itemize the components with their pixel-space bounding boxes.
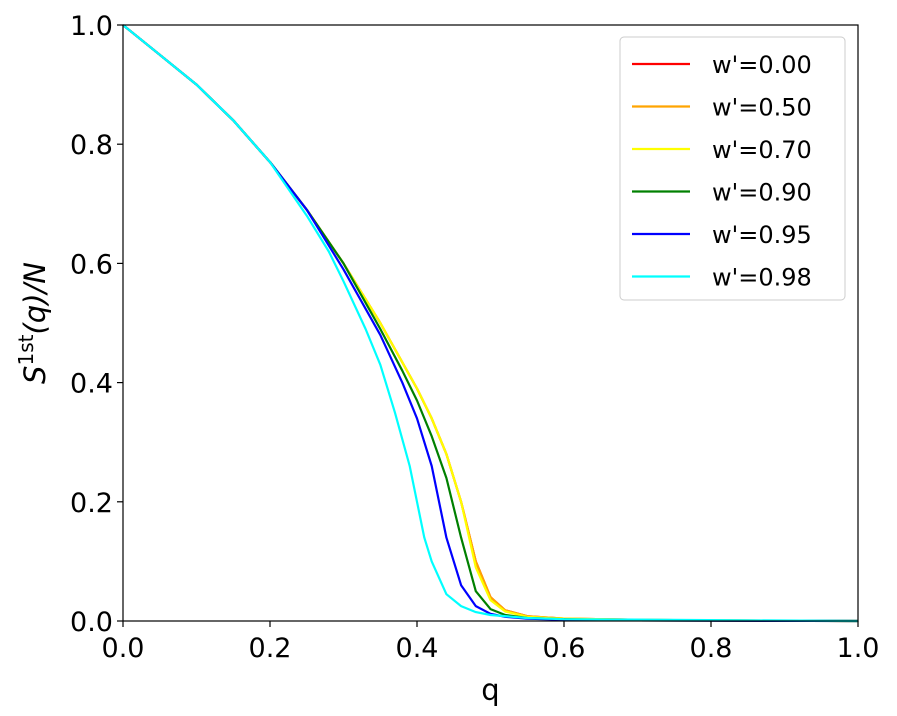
legend-label-1: w'=0.50 (712, 94, 812, 122)
y-axis-label-superscript: 1st (14, 334, 38, 365)
legend-label-3: w'=0.90 (712, 179, 812, 207)
legend-label-5: w'=0.98 (712, 264, 812, 292)
legend-label-0: w'=0.00 (712, 51, 812, 79)
legend-label-2: w'=0.70 (712, 136, 812, 164)
y-tick-label: 1.0 (70, 11, 113, 42)
y-tick-label: 0.0 (70, 607, 113, 638)
y-tick-label: 0.6 (70, 249, 113, 280)
x-tick-label: 0.0 (102, 633, 145, 664)
x-tick-label: 0.4 (396, 633, 439, 664)
y-tick-label: 0.4 (70, 369, 113, 400)
y-axis-label-main: S (18, 366, 52, 384)
y-tick-label: 0.8 (70, 130, 113, 161)
y-tick-label: 0.2 (70, 488, 113, 519)
plot-frame (122, 24, 859, 622)
axis-ticks: 0.0 0.2 0.4 0.6 0.8 1.0 0.0 0.2 0.4 0.6 0.8 1.0 (70, 11, 879, 664)
legend-label-4: w'=0.95 (712, 221, 812, 249)
x-tick-label: 0.8 (690, 633, 733, 664)
series-line-5 (122, 24, 859, 623)
y-axis-label: S1st(q)/N (14, 262, 52, 384)
plot-lines (122, 24, 859, 623)
x-tick-label: 0.6 (543, 633, 586, 664)
x-tick-label: 1.0 (837, 633, 880, 664)
x-axis-label: q (481, 673, 499, 707)
legend: w'=0.00 w'=0.50 w'=0.70 w'=0.90 w'=0.95 w'=0.… (619, 36, 846, 301)
y-axis-label-tail: (q)/N (18, 262, 52, 335)
x-tick-label: 0.2 (249, 633, 292, 664)
